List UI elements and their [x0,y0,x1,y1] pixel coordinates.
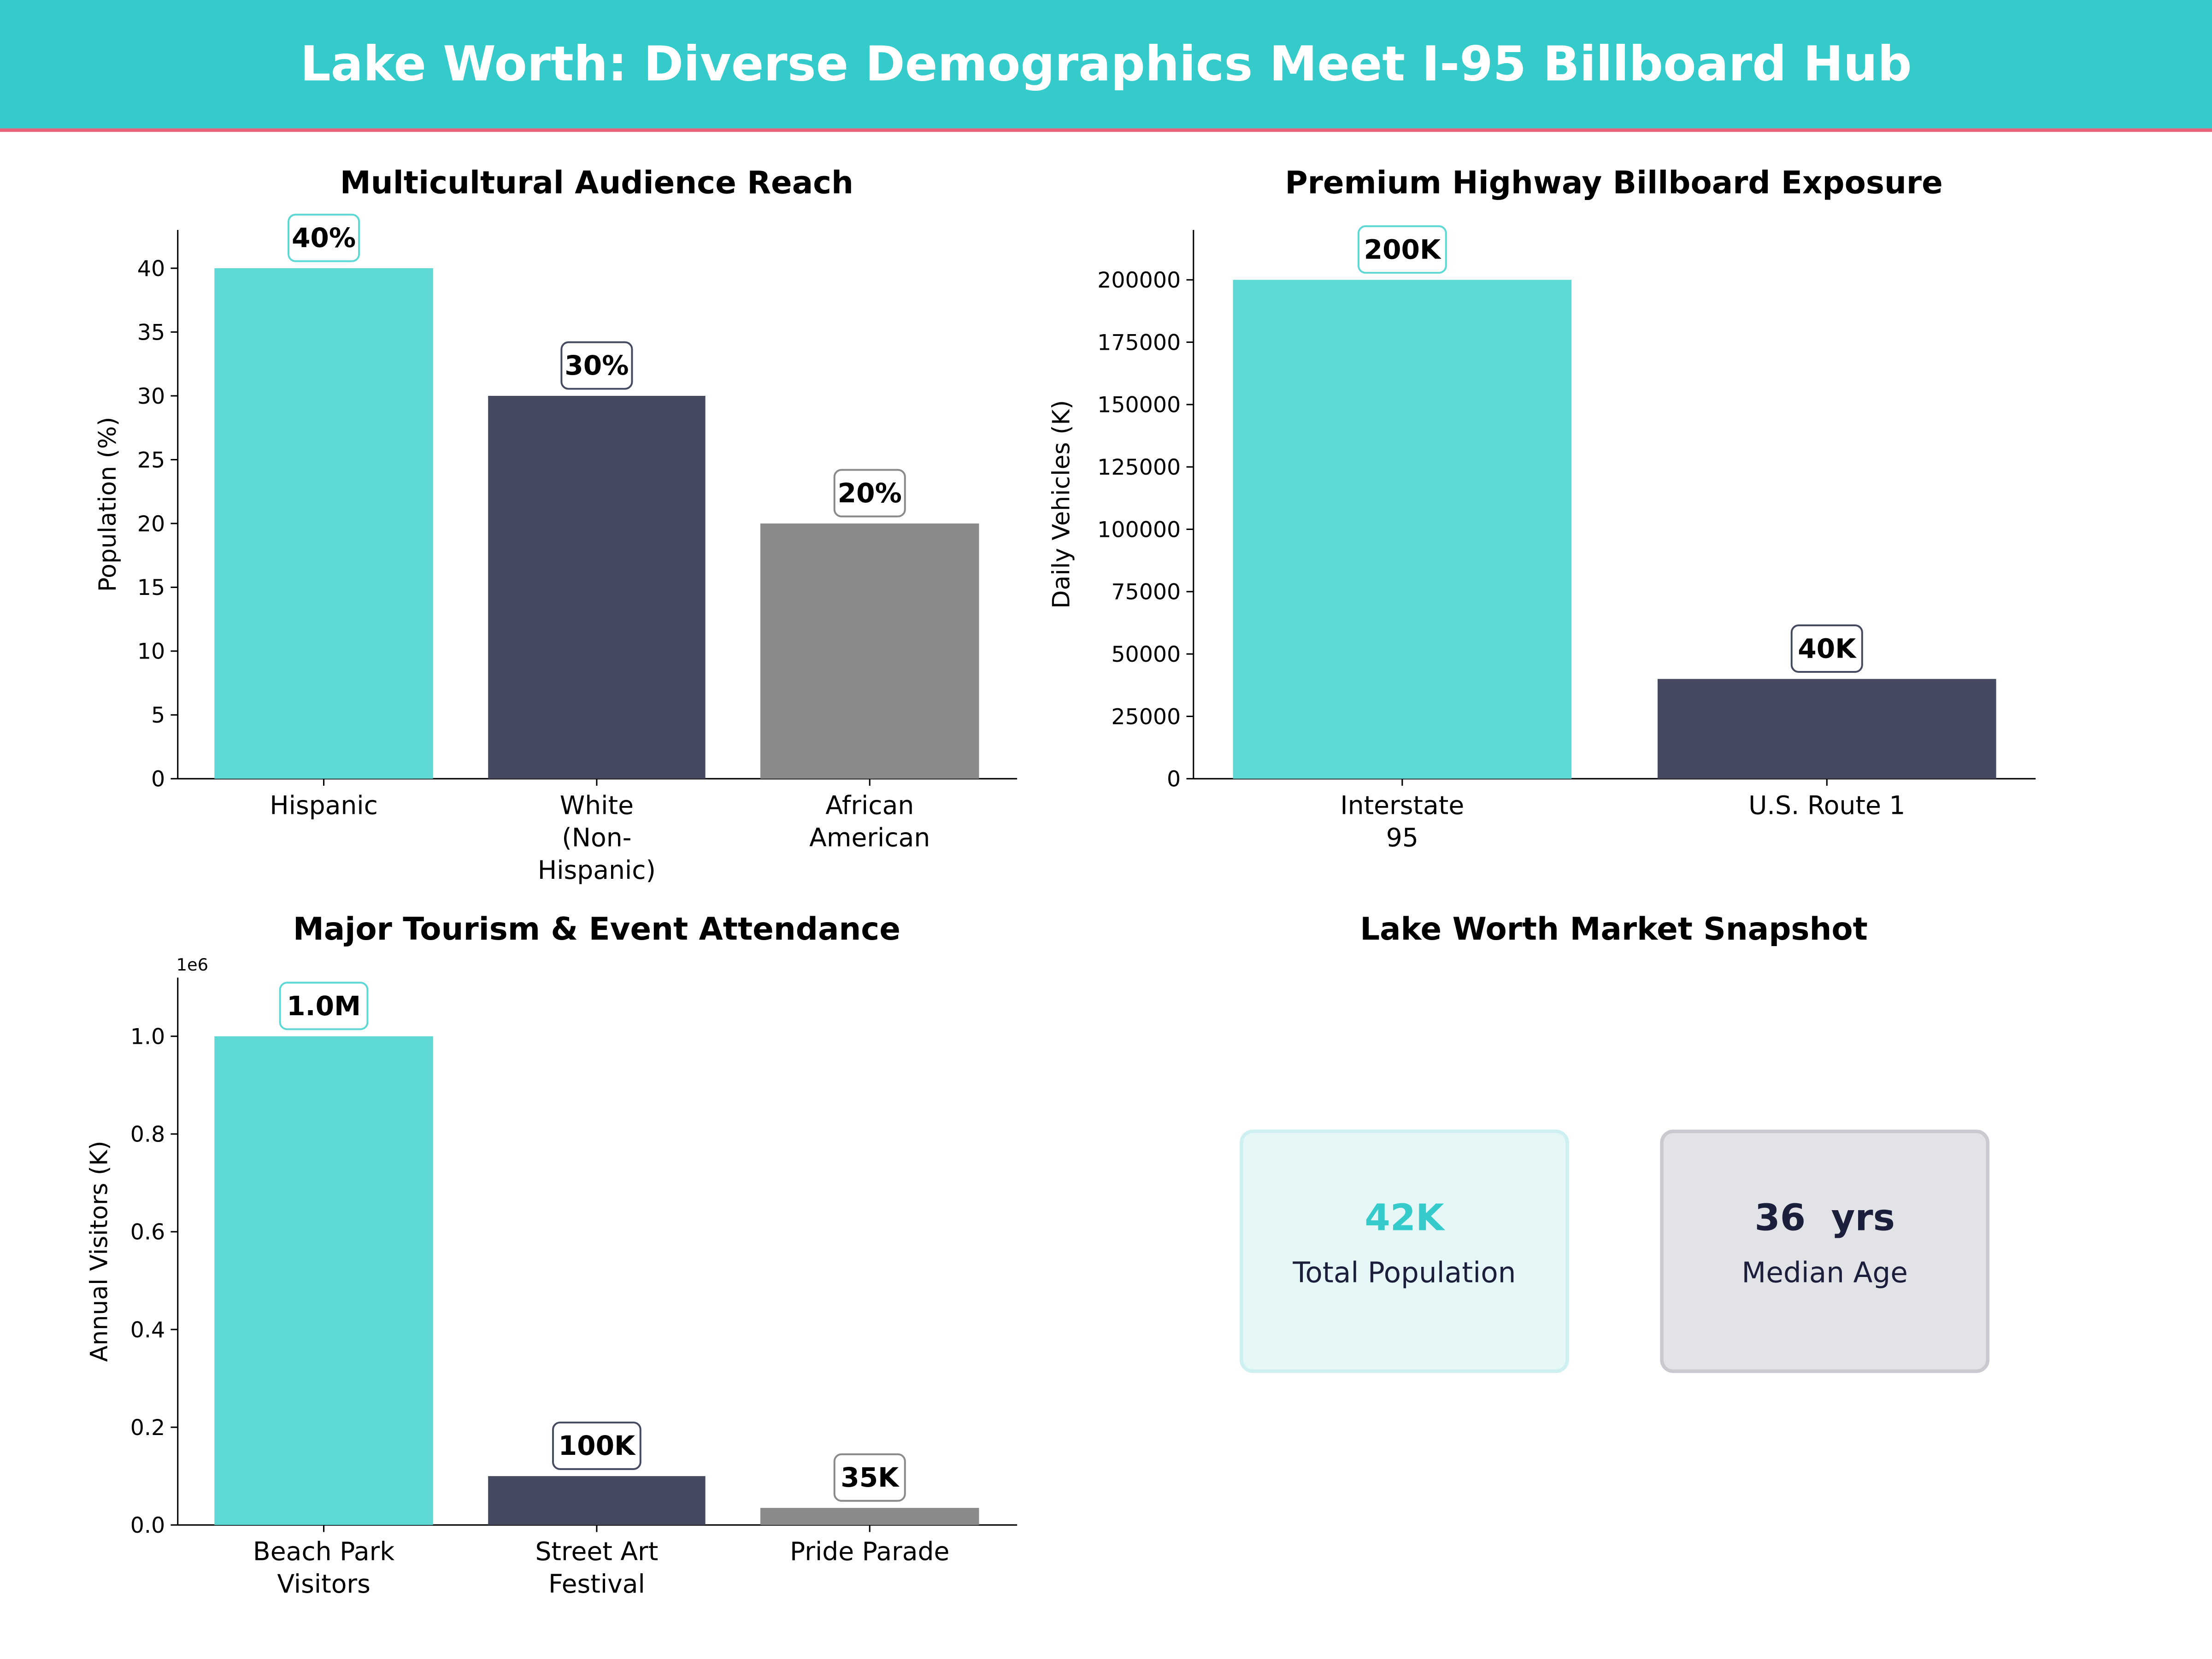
data-label-box [560,341,633,390]
y-axis-label: Annual Visitors (K) [86,1141,113,1362]
bar [488,1476,706,1525]
x-tick-label: Interstate 95 [1340,790,1464,852]
data-label: 35K [841,1462,900,1493]
x-tick-label: Street Art Festival [535,1537,658,1599]
data-label: 200K [1364,234,1441,265]
x-tick-label: African American [809,790,930,852]
y-tick-label: 100000 [1097,517,1181,542]
bar [760,1508,979,1525]
data-label: 40K [1798,633,1857,664]
chart-multicultural-reach: Multicultural Audience Reach Population (… [94,164,1018,885]
x-tick-label-line: Beach Park [253,1537,394,1566]
data-label-box [833,1453,906,1502]
y-tick-label: 25000 [1111,704,1181,729]
y-tick-label: 25 [137,447,165,473]
x-tick-label-line: Pride Parade [790,1537,949,1566]
market-snapshot: Lake Worth Market Snapshot 42K Total Pop… [1240,911,1990,1373]
y-tick-label: 150000 [1097,393,1181,418]
y-axis-offset-label: 1e6 [176,955,208,975]
x-tick-label: Hispanic [270,790,378,820]
stat-label: Median Age [1741,1257,1908,1289]
y-tick-label: 200000 [1097,268,1181,293]
chart-billboard-exposure: Premium Highway Billboard Exposure Daily … [1047,164,2036,853]
data-label-box [1357,225,1447,274]
stat-label: Total Population [1292,1257,1516,1289]
y-tick-label: 0 [151,767,165,792]
bar [1657,679,1996,779]
data-label-box [833,469,906,518]
y-tick-label: 30 [137,384,165,409]
chart-title: Multicultural Audience Reach [340,164,853,200]
y-tick-label: 0.0 [130,1513,165,1538]
y-tick-label: 35 [137,320,165,345]
y-tick-label: 10 [137,639,165,665]
bar [760,523,979,779]
y-tick-label: 20 [137,512,165,537]
x-tick-label-line: Street Art [535,1537,658,1566]
stat-value: 42K [1365,1196,1446,1239]
x-tick-label-line: U.S. Route 1 [1748,790,1905,820]
x-tick-label: White (Non-Hispanic) [538,790,656,885]
y-tick-label: 175000 [1097,330,1181,355]
y-tick-label: 15 [137,575,165,600]
y-axis-label: Daily Vehicles (K) [1047,400,1075,609]
snapshot-title: Lake Worth Market Snapshot [1360,911,1868,947]
stat-value: 36 yrs [1754,1196,1895,1239]
data-label: 1.0M [287,990,361,1022]
y-tick-label: 125000 [1097,455,1181,480]
data-label-box [1790,624,1863,673]
x-tick-label-line: Hispanic) [538,855,656,885]
y-tick-label: 75000 [1111,580,1181,605]
x-tick-label: U.S. Route 1 [1748,790,1905,820]
x-tick-label-line: Hispanic [270,790,378,820]
bar [1233,280,1572,779]
x-tick-label: Beach Park Visitors [253,1537,394,1599]
y-tick-label: 0.4 [130,1318,165,1343]
y-tick-label: 5 [151,703,165,728]
y-tick-label: 50000 [1111,642,1181,667]
x-tick-label-line: Visitors [277,1569,370,1599]
data-label-box [279,982,369,1030]
stat-card-population: 42K Total Population [1240,1130,1569,1373]
data-label-box [552,1421,641,1470]
x-tick-label-line: Festival [548,1569,645,1599]
y-tick-label: 1.0 [130,1024,165,1050]
bar [488,395,706,779]
x-tick-label-line: Interstate [1340,790,1464,820]
x-tick-label-line: American [809,823,930,853]
y-tick-label: 40 [137,256,165,282]
y-tick-label: 0.2 [130,1415,165,1441]
data-label: 100K [559,1430,636,1461]
page-title: Lake Worth: Diverse Demographics Meet I-… [300,35,1912,92]
stat-card-median-age: 36 yrs Median Age [1660,1130,1990,1373]
header-banner [0,0,2212,129]
chart-title: Major Tourism & Event Attendance [293,911,900,947]
x-tick-label-line: 95 [1386,823,1418,853]
x-tick-label-line: White [560,790,634,820]
data-label: 20% [838,477,902,509]
chart-tourism-attendance: Major Tourism & Event Attendance Annual V… [86,911,1018,1599]
data-label: 30% [565,350,629,381]
x-tick-label-line: African [825,790,914,820]
y-tick-label: 0.8 [130,1122,165,1147]
y-axis-label: Population (%) [94,417,122,592]
bar [214,268,433,779]
x-tick-label-line: (Non- [562,823,631,853]
x-tick-label: Pride Parade [790,1537,949,1566]
bar [214,1036,433,1525]
y-tick-label: 0.6 [130,1220,165,1245]
y-tick-label: 0 [1167,767,1181,792]
data-label-box [288,213,360,262]
header-rule [0,128,2212,132]
data-label: 40% [292,222,356,253]
chart-title: Premium Highway Billboard Exposure [1285,164,1942,200]
